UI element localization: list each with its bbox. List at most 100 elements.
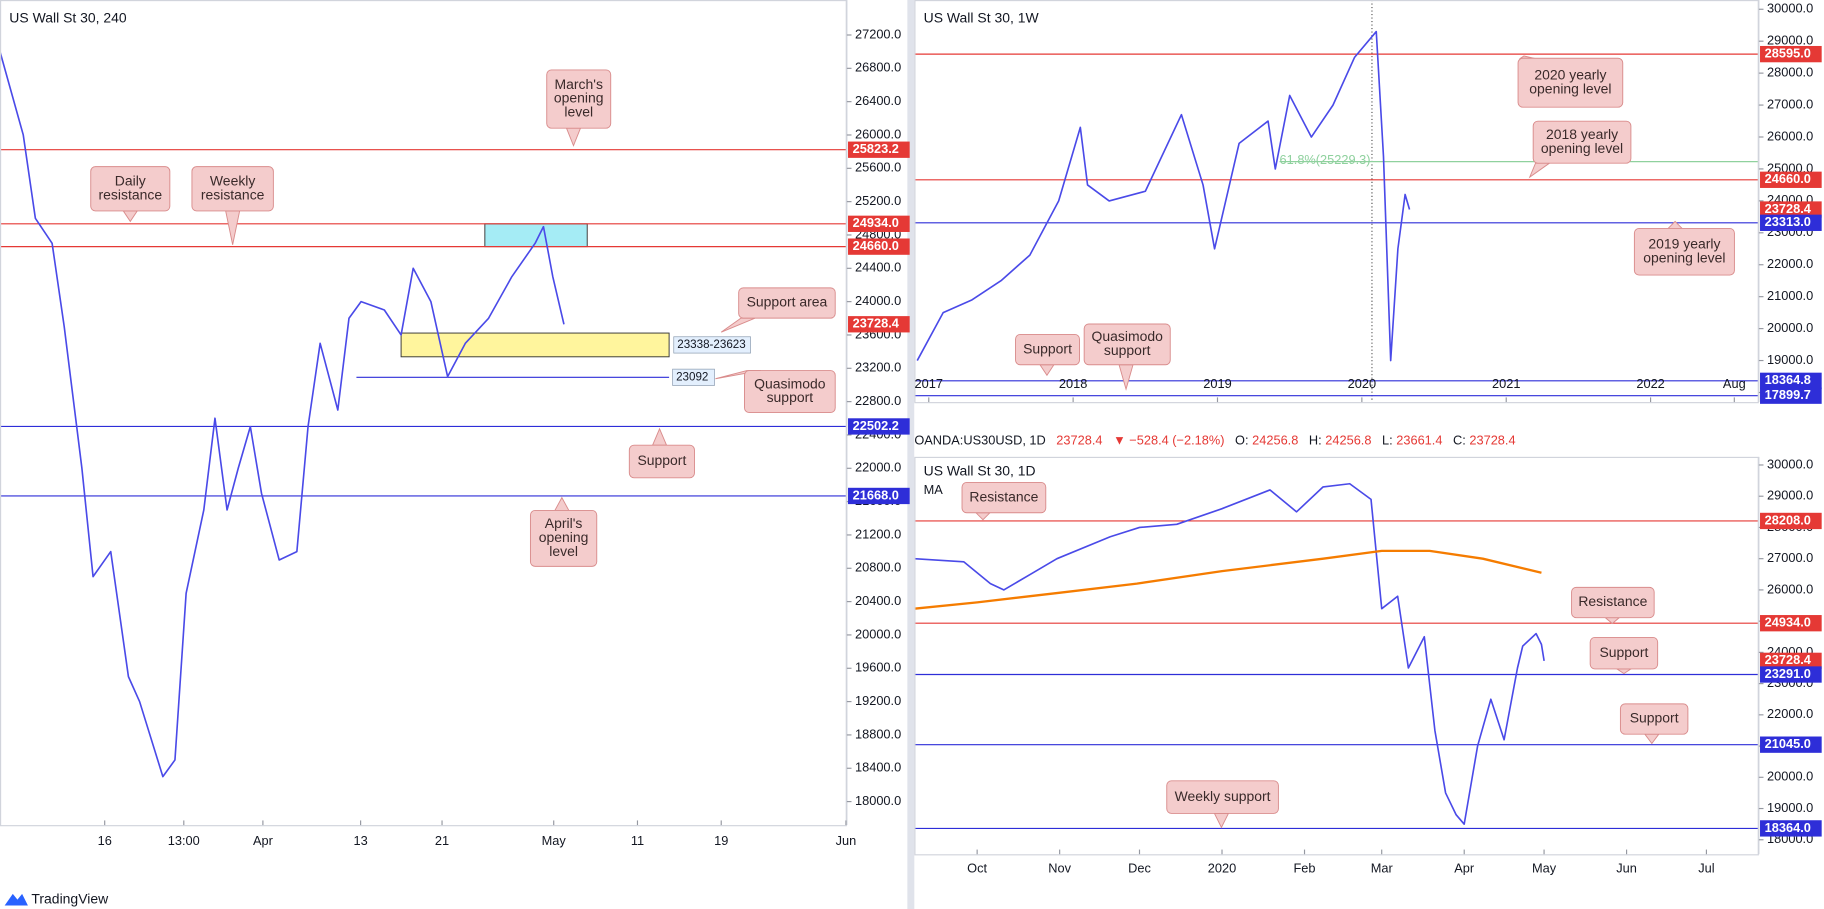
level-label-box: [1760, 387, 1822, 404]
x-tick-label: Oct: [967, 861, 987, 876]
y-tick-label: 25200.0: [855, 193, 901, 208]
level-label: 24660.0: [853, 238, 899, 253]
level-label: 18364.0: [1765, 820, 1811, 835]
level-label-box: [1760, 372, 1822, 389]
level-label: 28208.0: [1765, 512, 1811, 527]
level-label-box: [848, 215, 910, 232]
price-line: [0, 51, 565, 778]
callout: [738, 287, 836, 319]
callout: [1517, 57, 1624, 108]
brand-logo: [4, 893, 28, 906]
zone-label-box: [673, 336, 751, 354]
x-tick-label: Jun: [836, 833, 857, 848]
callout: [1589, 636, 1659, 670]
level-label: 24660.0: [1765, 171, 1811, 186]
callout-text: opening: [539, 529, 589, 545]
y-tick-label: 18400.0: [855, 760, 901, 775]
level-label-box: [672, 368, 715, 386]
open: 24256.8: [1252, 433, 1298, 448]
y-tick-label: 25600.0: [855, 160, 901, 175]
x-tick-label: 13:00: [168, 833, 200, 848]
level-label-box: [1760, 512, 1822, 530]
x-tick-label: 2018: [1059, 376, 1087, 391]
low-label: L:: [1382, 433, 1393, 448]
level-label: 24934.0: [853, 215, 899, 230]
level-label: 23728.4: [1765, 201, 1812, 216]
x-tick-label: Mar: [1371, 861, 1394, 876]
level-label-box: [848, 141, 910, 158]
level-label-box: [1760, 45, 1822, 63]
callout-text: Support: [637, 452, 686, 468]
level-label: 24934.0: [1765, 615, 1811, 630]
callout-text: 2020 yearly: [1534, 66, 1606, 82]
x-tick-label: Nov: [1048, 861, 1071, 876]
callout-text: level: [549, 543, 578, 559]
change: ▼ −528.4 (−2.18%): [1113, 433, 1224, 448]
low: 23661.4: [1396, 433, 1442, 448]
callout: [90, 166, 171, 212]
level-label: 22502.2: [853, 418, 899, 433]
open-label: O:: [1235, 433, 1249, 448]
level-label-box: [1760, 201, 1822, 218]
callout-text: Support: [1023, 340, 1072, 356]
ma-line: [914, 549, 1542, 610]
level-label: 17899.7: [1765, 387, 1811, 402]
level-label: 23291.0: [1765, 666, 1811, 681]
callout: [546, 69, 612, 129]
callout-text: opening level: [1529, 80, 1611, 96]
y-tick-label: 26400.0: [855, 93, 901, 108]
callout-text: Quasimodo: [1092, 328, 1164, 344]
callout: [1571, 586, 1655, 619]
x-tick-label: 13: [354, 833, 368, 848]
callout-text: opening: [554, 90, 604, 106]
x-tick-label: 2022: [1636, 376, 1664, 391]
x-tick-label: Feb: [1293, 861, 1315, 876]
y-tick-label: 20400.0: [855, 593, 901, 608]
y-tick-label: 19000.0: [1767, 352, 1813, 367]
callout: [1532, 120, 1632, 164]
level-label: 23092: [676, 370, 708, 383]
level-label-box: [848, 238, 910, 255]
x-tick-label: Apr: [253, 833, 274, 848]
callout-text: Support: [1599, 644, 1648, 660]
callout-text: 2019 yearly: [1648, 235, 1720, 251]
price-line: [914, 482, 1545, 825]
level-label: 23728.4: [1765, 652, 1812, 667]
last-price: 23728.4: [1056, 433, 1102, 448]
level-label: 21045.0: [1765, 736, 1811, 751]
level-label: 23728.4: [853, 316, 900, 331]
y-tick-label: 26800.0: [855, 60, 901, 75]
x-tick-label: Dec: [1128, 861, 1151, 876]
x-tick-label: 2017: [915, 376, 943, 391]
callout-text: resistance: [201, 186, 265, 202]
callout-text: level: [564, 104, 593, 120]
close: 23728.4: [1469, 433, 1515, 448]
level-label-box: [1760, 171, 1822, 188]
callout-text: opening level: [1541, 140, 1623, 156]
level-label-box: [1760, 615, 1822, 632]
plot: [0, 51, 847, 778]
level-label: 23313.0: [1765, 214, 1811, 229]
y-tick-label: 29000.0: [1767, 488, 1813, 503]
y-tick-label: 19200.0: [855, 693, 901, 708]
y-tick-label: 26000.0: [1767, 128, 1813, 143]
level-label: 18364.8: [1765, 372, 1811, 387]
separator: [907, 0, 915, 909]
callout: [191, 166, 274, 212]
x-tick-label: 2020: [1208, 861, 1236, 876]
y-tick-label: 28000.0: [1767, 64, 1813, 79]
callout-text: Resistance: [969, 488, 1038, 504]
high-label: H:: [1309, 433, 1322, 448]
callout: [1166, 780, 1279, 814]
y-tick-label: 20000.0: [855, 626, 901, 641]
y-tick-label: 30000.0: [1767, 1, 1813, 16]
callout-text: Weekly support: [1175, 788, 1271, 804]
level-label-box: [1760, 820, 1822, 837]
callout-text: Resistance: [1578, 593, 1647, 609]
x-tick-label: Jul: [1698, 861, 1714, 876]
x-tick-label: 2021: [1492, 376, 1520, 391]
y-tick-label: 21200.0: [855, 526, 901, 541]
level-label-box: [848, 316, 910, 333]
y-tick-label: 27000.0: [1767, 96, 1813, 111]
